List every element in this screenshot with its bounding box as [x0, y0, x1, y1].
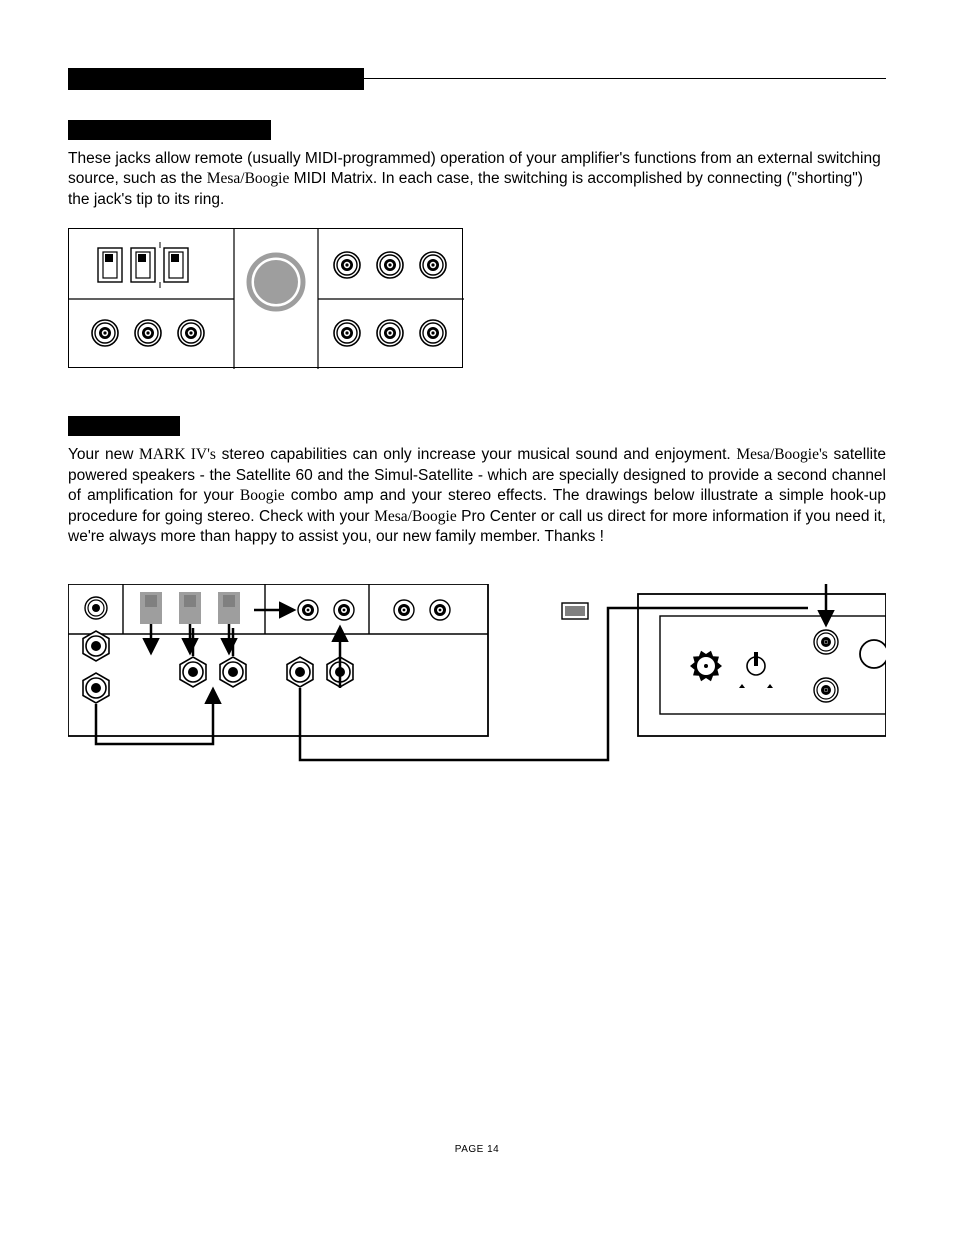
- section1-paragraph: These jacks allow remote (usually MIDI-p…: [68, 149, 886, 210]
- section2-paragraph: Your new MARK IV's stereo capabilities c…: [68, 445, 886, 547]
- page-number: PAGE 14: [0, 1144, 954, 1155]
- section-heading-bar-1: [68, 120, 886, 145]
- section-heading-bar-2: [68, 416, 886, 441]
- header-rule: [68, 68, 886, 92]
- diagram-stereo-hookup: [68, 584, 886, 804]
- diagram-external-switching: [68, 228, 463, 368]
- header-black-bar: [68, 68, 364, 90]
